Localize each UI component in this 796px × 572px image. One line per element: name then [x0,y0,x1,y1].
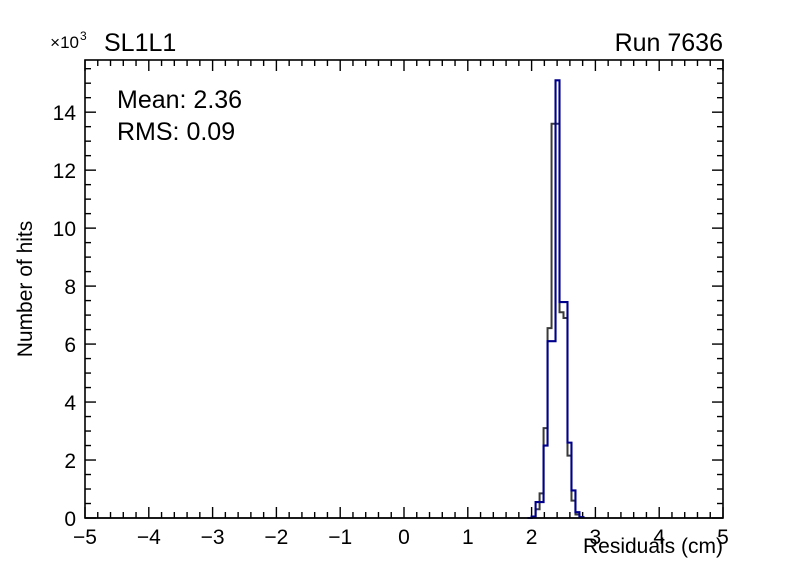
y-tick-label: 4 [64,392,76,415]
y-multiplier-exponent: 3 [80,29,87,43]
x-tick-label: −4 [137,526,161,549]
x-tick-label: 2 [526,526,538,549]
y-tick-label: 12 [53,160,76,183]
stats-rms: RMS: 0.09 [117,118,235,146]
x-tick-label: 3 [590,526,602,549]
y-tick-label: 8 [64,276,76,299]
y-multiplier-label: ×10 [50,33,79,52]
y-axis-title: Number of hits [14,221,37,358]
x-tick-label: 0 [398,526,410,549]
y-tick-label: 14 [53,102,77,125]
x-tick-label: 1 [462,526,474,549]
x-tick-label: −2 [264,526,288,549]
x-tick-label: 4 [653,526,665,549]
y-tick-label: 0 [64,508,76,531]
plot-title: SL1L1 [104,29,176,57]
x-tick-label: −1 [328,526,352,549]
series-group [85,79,723,520]
x-tick-label: −3 [201,526,225,549]
y-tick-label: 10 [53,218,76,241]
x-tick-label: 5 [717,526,729,549]
series-primary-histogram [527,79,585,520]
stats-mean: Mean: 2.36 [117,86,242,114]
run-label: Run 7636 [615,29,723,57]
x-axis-title: Residuals (cm) [583,535,723,558]
y-tick-label: 6 [64,334,76,357]
x-tick-label: −5 [73,526,97,549]
y-tick-label: 2 [64,450,76,473]
